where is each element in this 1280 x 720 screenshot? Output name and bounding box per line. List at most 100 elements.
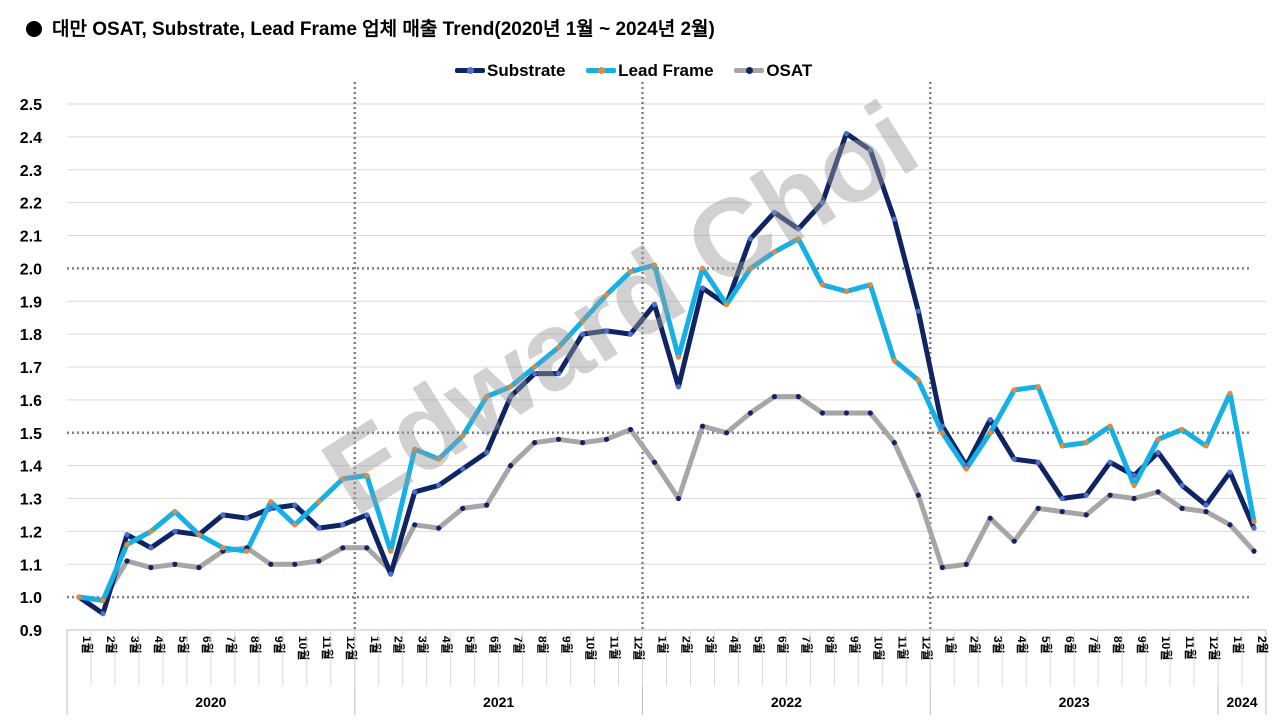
data-point-lead-frame: [1203, 443, 1209, 449]
x-tick-label: 7월: [1087, 636, 1102, 654]
data-point-osat: [843, 410, 850, 416]
data-point-osat: [412, 522, 418, 528]
data-point-substrate: [1227, 469, 1233, 475]
x-tick-label: 6월: [200, 636, 215, 654]
x-tick-label: 4월: [440, 636, 455, 654]
data-point-lead-frame: [819, 282, 826, 288]
data-point-substrate: [1083, 492, 1089, 498]
title-bullet-icon: [26, 21, 42, 37]
legend-item-substrate[interactable]: Substrate: [455, 61, 565, 81]
y-tick-label: 1.4: [20, 459, 42, 476]
data-point-substrate: [340, 522, 346, 528]
y-tick-label: 2.1: [20, 229, 42, 246]
legend-swatch-lead-frame: [586, 67, 617, 74]
x-tick-label: 10월: [1159, 636, 1174, 660]
legend-item-osat[interactable]: OSAT: [734, 61, 812, 81]
legend-label-osat: OSAT: [766, 60, 813, 80]
legend-marker-osat: [746, 67, 754, 74]
y-tick-label: 2.3: [20, 163, 42, 180]
data-point-lead-frame: [316, 499, 322, 505]
data-point-lead-frame: [148, 528, 154, 535]
data-point-osat: [987, 515, 993, 521]
data-point-lead-frame: [292, 522, 298, 528]
data-point-lead-frame: [412, 446, 418, 452]
data-point-substrate: [1179, 482, 1185, 488]
data-point-osat: [364, 545, 370, 551]
x-tick-label: 5월: [751, 636, 766, 654]
x-tick-label: 5월: [176, 636, 191, 654]
x-tick-label: 9월: [560, 636, 575, 654]
x-tick-label: 9월: [847, 636, 862, 654]
data-point-substrate: [1059, 495, 1065, 502]
data-point-substrate: [891, 216, 897, 222]
x-tick-label: 3월: [703, 636, 718, 654]
data-point-substrate: [364, 512, 370, 518]
y-tick-label: 2.4: [20, 130, 42, 147]
data-point-osat: [580, 440, 586, 446]
data-point-osat: [172, 561, 178, 567]
x-tick-label: 2월: [1255, 636, 1270, 654]
x-tick-label: 7월: [224, 636, 239, 654]
x-tick-label: 12월: [632, 636, 647, 660]
data-point-substrate: [675, 384, 682, 390]
data-point-lead-frame: [939, 430, 945, 436]
y-tick-label: 1.3: [20, 492, 42, 509]
x-tick-label: 2월: [104, 636, 119, 654]
data-point-osat: [124, 558, 130, 564]
x-tick-label: 5월: [464, 636, 479, 654]
data-point-lead-frame: [915, 377, 921, 383]
data-point-lead-frame: [580, 318, 586, 324]
data-point-osat: [436, 525, 442, 531]
x-tick-label: 12월: [1207, 636, 1222, 660]
y-tick-label: 2.0: [20, 261, 42, 278]
data-point-substrate: [819, 200, 826, 206]
data-point-lead-frame: [76, 594, 82, 600]
y-tick-label: 2.2: [20, 196, 42, 213]
chart-title-text: 대만 OSAT, Substrate, Lead Frame 업체 매출 Tre…: [52, 19, 715, 40]
data-point-lead-frame: [747, 265, 754, 271]
data-point-osat: [723, 430, 730, 436]
data-point-osat: [603, 436, 610, 442]
data-point-osat: [747, 410, 754, 416]
data-point-substrate: [292, 502, 298, 508]
legend: Substrate Lead Frame OSAT: [455, 58, 828, 81]
data-point-lead-frame: [460, 433, 466, 439]
x-tick-label: 4월: [152, 636, 167, 654]
data-point-lead-frame: [891, 357, 897, 363]
data-point-substrate: [484, 449, 490, 456]
data-point-osat: [1131, 495, 1137, 502]
x-tick-label: 2월: [679, 636, 694, 654]
x-tick-label: 3월: [128, 636, 143, 654]
y-tick-label: 1.2: [20, 524, 42, 541]
y-tick-label: 1.5: [20, 426, 42, 443]
data-point-lead-frame: [699, 265, 706, 271]
data-point-lead-frame: [508, 384, 514, 390]
x-tick-label: 7월: [512, 636, 527, 654]
data-point-lead-frame: [532, 364, 538, 370]
x-tick-label: 2월: [967, 636, 982, 654]
data-point-osat: [939, 564, 945, 571]
data-point-substrate: [316, 525, 322, 531]
x-tick-label: 11월: [320, 636, 335, 660]
data-point-substrate: [220, 512, 226, 518]
data-point-substrate: [867, 147, 873, 153]
data-point-osat: [819, 410, 826, 416]
legend-marker-substrate: [467, 67, 474, 74]
x-tick-label: 12월: [919, 636, 934, 660]
data-point-lead-frame: [723, 301, 730, 308]
data-point-substrate: [172, 528, 178, 535]
data-point-osat: [1227, 522, 1233, 528]
data-point-osat: [867, 410, 873, 416]
data-point-substrate: [795, 226, 802, 232]
legend-swatch-osat: [734, 67, 765, 74]
x-tick-label: 8월: [536, 636, 551, 654]
data-point-substrate: [603, 328, 610, 334]
data-point-lead-frame: [1155, 436, 1161, 442]
data-point-substrate: [843, 131, 850, 137]
data-point-lead-frame: [1179, 426, 1185, 433]
data-point-osat: [963, 561, 969, 567]
x-tick-label: 4월: [1015, 636, 1030, 654]
legend-item-lead-frame[interactable]: Lead Frame: [586, 61, 714, 81]
x-tick-label: 6월: [488, 636, 503, 654]
x-tick-label: 1월: [656, 636, 671, 654]
